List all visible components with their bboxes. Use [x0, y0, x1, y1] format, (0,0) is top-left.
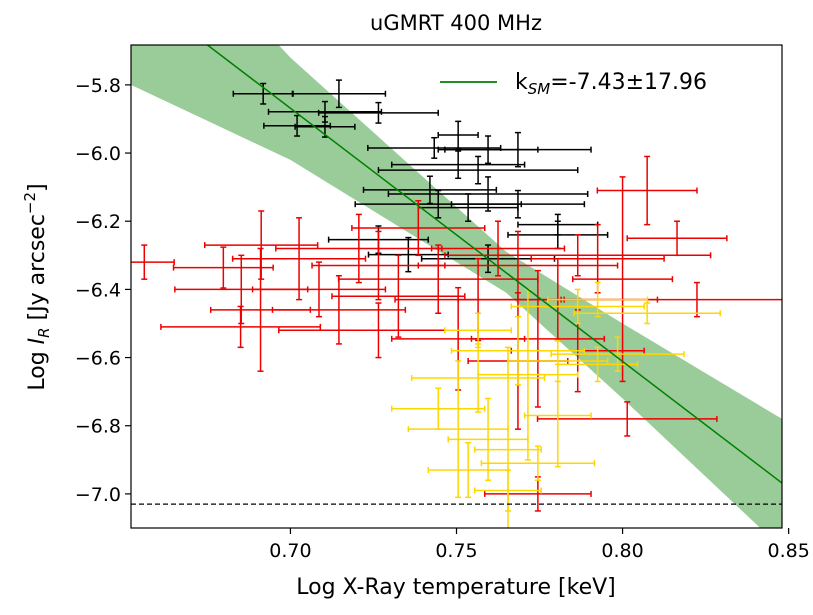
y-tick-label: −5.8 [75, 75, 121, 97]
legend-part: k [515, 70, 528, 95]
y-label-part: Log [25, 344, 50, 390]
y-tick-label: −6.2 [75, 211, 121, 233]
y-tick-label: −6.8 [75, 416, 121, 438]
y-label-part: ] [25, 183, 50, 192]
y-tick-label: −6.0 [75, 143, 121, 165]
chart-title: uGMRT 400 MHz [370, 11, 542, 35]
legend-part: =-7.43±17.96 [550, 70, 707, 95]
legend-part: SM [528, 80, 551, 98]
confidence-band [131, 45, 782, 528]
y-tick-label: −7.0 [75, 484, 121, 506]
y-label-part: I [25, 338, 50, 345]
y-label-part: [Jy arcsec [25, 214, 50, 327]
y-label-part: −2 [21, 192, 39, 214]
fit-line [206, 45, 782, 484]
x-axis-label: Log X-Ray temperature [keV] [296, 575, 615, 600]
y-axis-label: Log IR [Jy arcsec−2] [21, 183, 53, 390]
x-tick-label: 0.80 [601, 540, 643, 562]
legend: kSM=-7.43±17.96 [440, 70, 707, 98]
x-tick-label: 0.85 [767, 540, 809, 562]
y-label-part: R [35, 327, 53, 337]
x-tick-label: 0.75 [435, 540, 477, 562]
y-tick-label: −6.6 [75, 348, 121, 370]
x-tick-label: 0.70 [269, 540, 311, 562]
legend-label: kSM=-7.43±17.96 [515, 70, 707, 98]
plot-area [131, 45, 782, 528]
y-tick-label: −6.4 [75, 279, 121, 301]
